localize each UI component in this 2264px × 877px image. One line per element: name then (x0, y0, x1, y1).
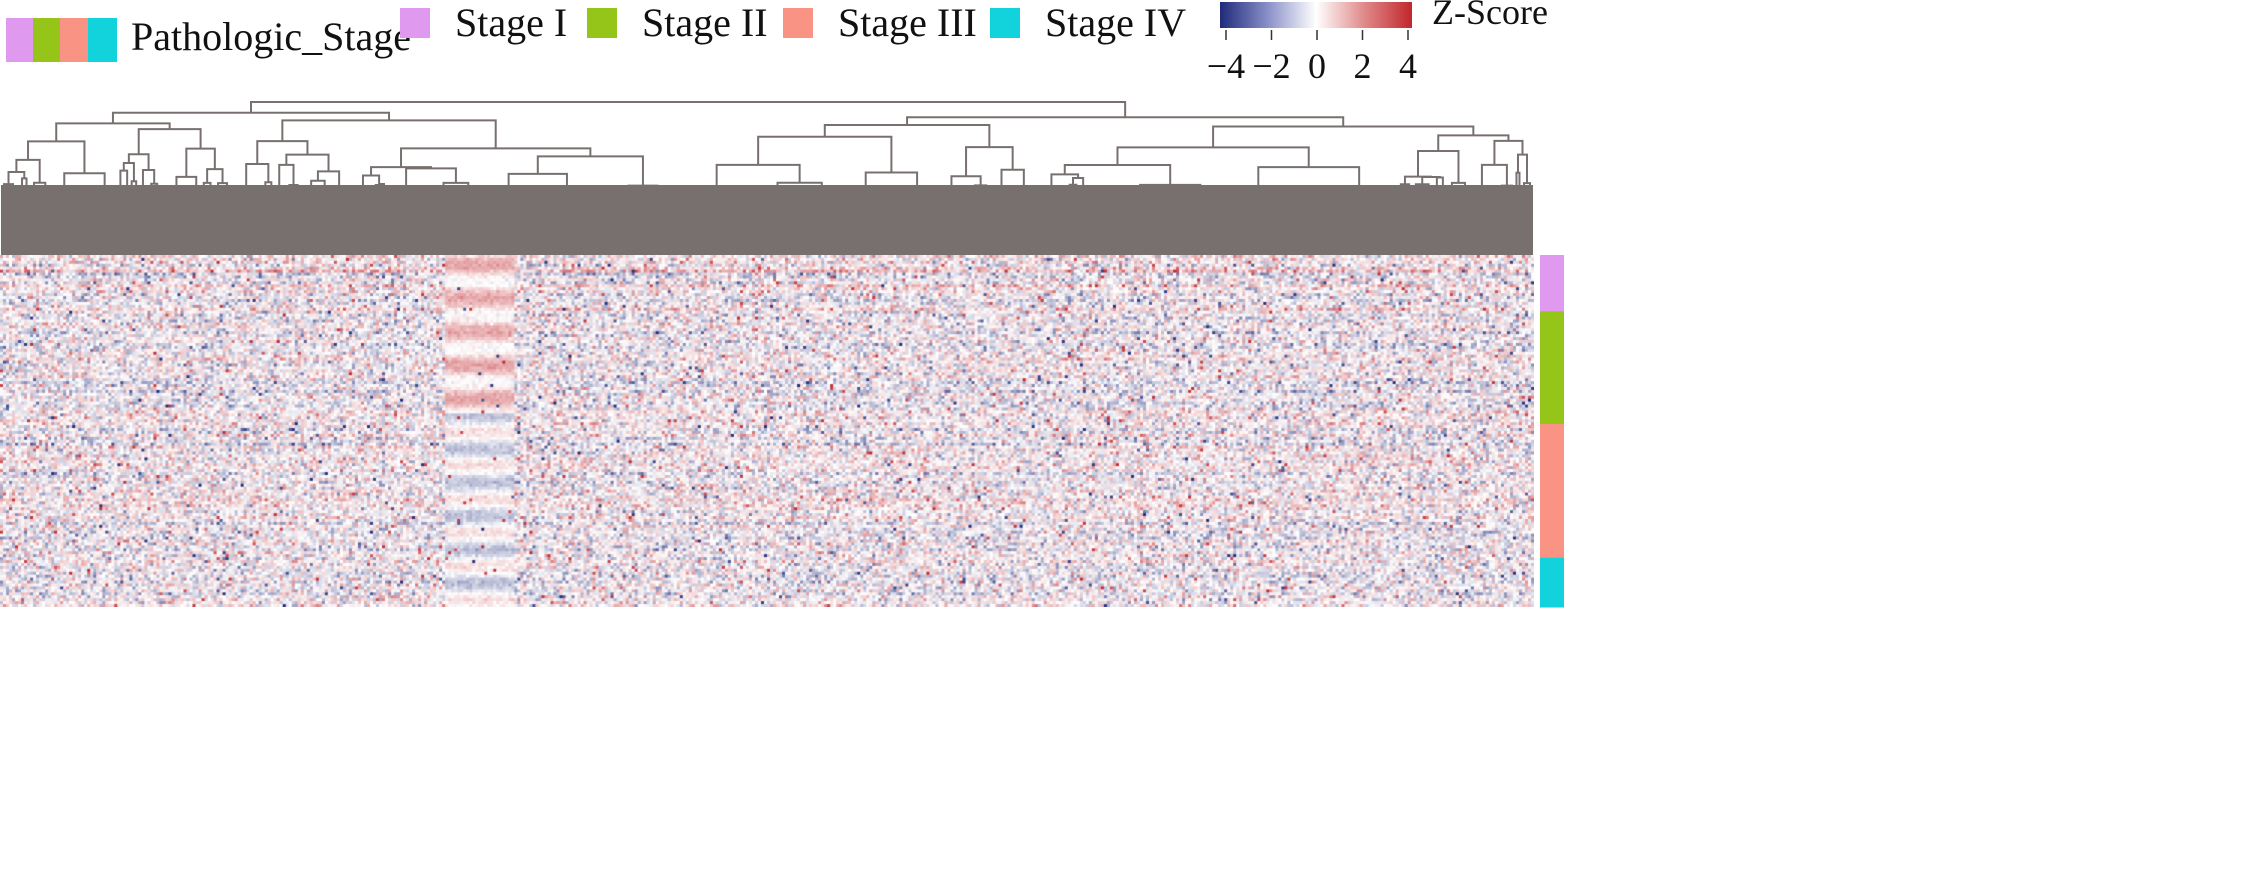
colorbar-tick-label: −4 (1207, 46, 1245, 86)
legend-combined-swatch (6, 18, 117, 62)
colorbar-tick-label: 2 (1354, 46, 1372, 86)
combined-swatch-stage-1 (6, 18, 33, 62)
combined-swatch-stage-3 (60, 18, 88, 62)
legend-label-stage-4: Stage IV (1045, 0, 1186, 45)
dendrogram-leaf-mass (1, 185, 1533, 255)
annotation-legend-title: Pathologic_Stage (131, 14, 411, 59)
combined-swatch-stage-2 (33, 18, 60, 62)
colorbar-gradient (1220, 2, 1412, 28)
combined-swatch-stage-4 (88, 18, 117, 62)
legend-label-stage-3: Stage III (838, 0, 977, 45)
legend-swatch-stage-3 (783, 8, 813, 38)
legend-label-stage-2: Stage II (642, 0, 768, 45)
colorbar-tick-label: 0 (1308, 46, 1326, 86)
row-annotation-segment (1540, 557, 1564, 608)
row-annotation-segment (1540, 423, 1564, 559)
heatmap-cells (0, 255, 1534, 607)
colorbar-tick-label: −2 (1252, 46, 1290, 86)
colorbar-title: Z-Score (1432, 0, 1548, 32)
colorbar-legend: −4 −2 0 2 4 Z-Score (1207, 0, 1548, 86)
colorbar-tick-label: 4 (1399, 46, 1417, 86)
colorbar-ticks: −4 −2 0 2 4 (1207, 30, 1417, 86)
legend-swatch-stage-4 (990, 8, 1020, 38)
heatmap-matrix (0, 255, 1534, 607)
row-annotation-segment (1540, 311, 1564, 425)
legend-swatch-stage-1 (400, 8, 430, 38)
legend-swatch-stage-2 (587, 8, 617, 38)
row-annotation-bar (1540, 255, 1564, 608)
column-dendrogram (1, 101, 1533, 255)
annotation-legend: Pathologic_Stage Stage I Stage II Stage … (6, 0, 1186, 62)
row-annotation-segment (1540, 255, 1564, 312)
legend-label-stage-1: Stage I (455, 0, 567, 45)
